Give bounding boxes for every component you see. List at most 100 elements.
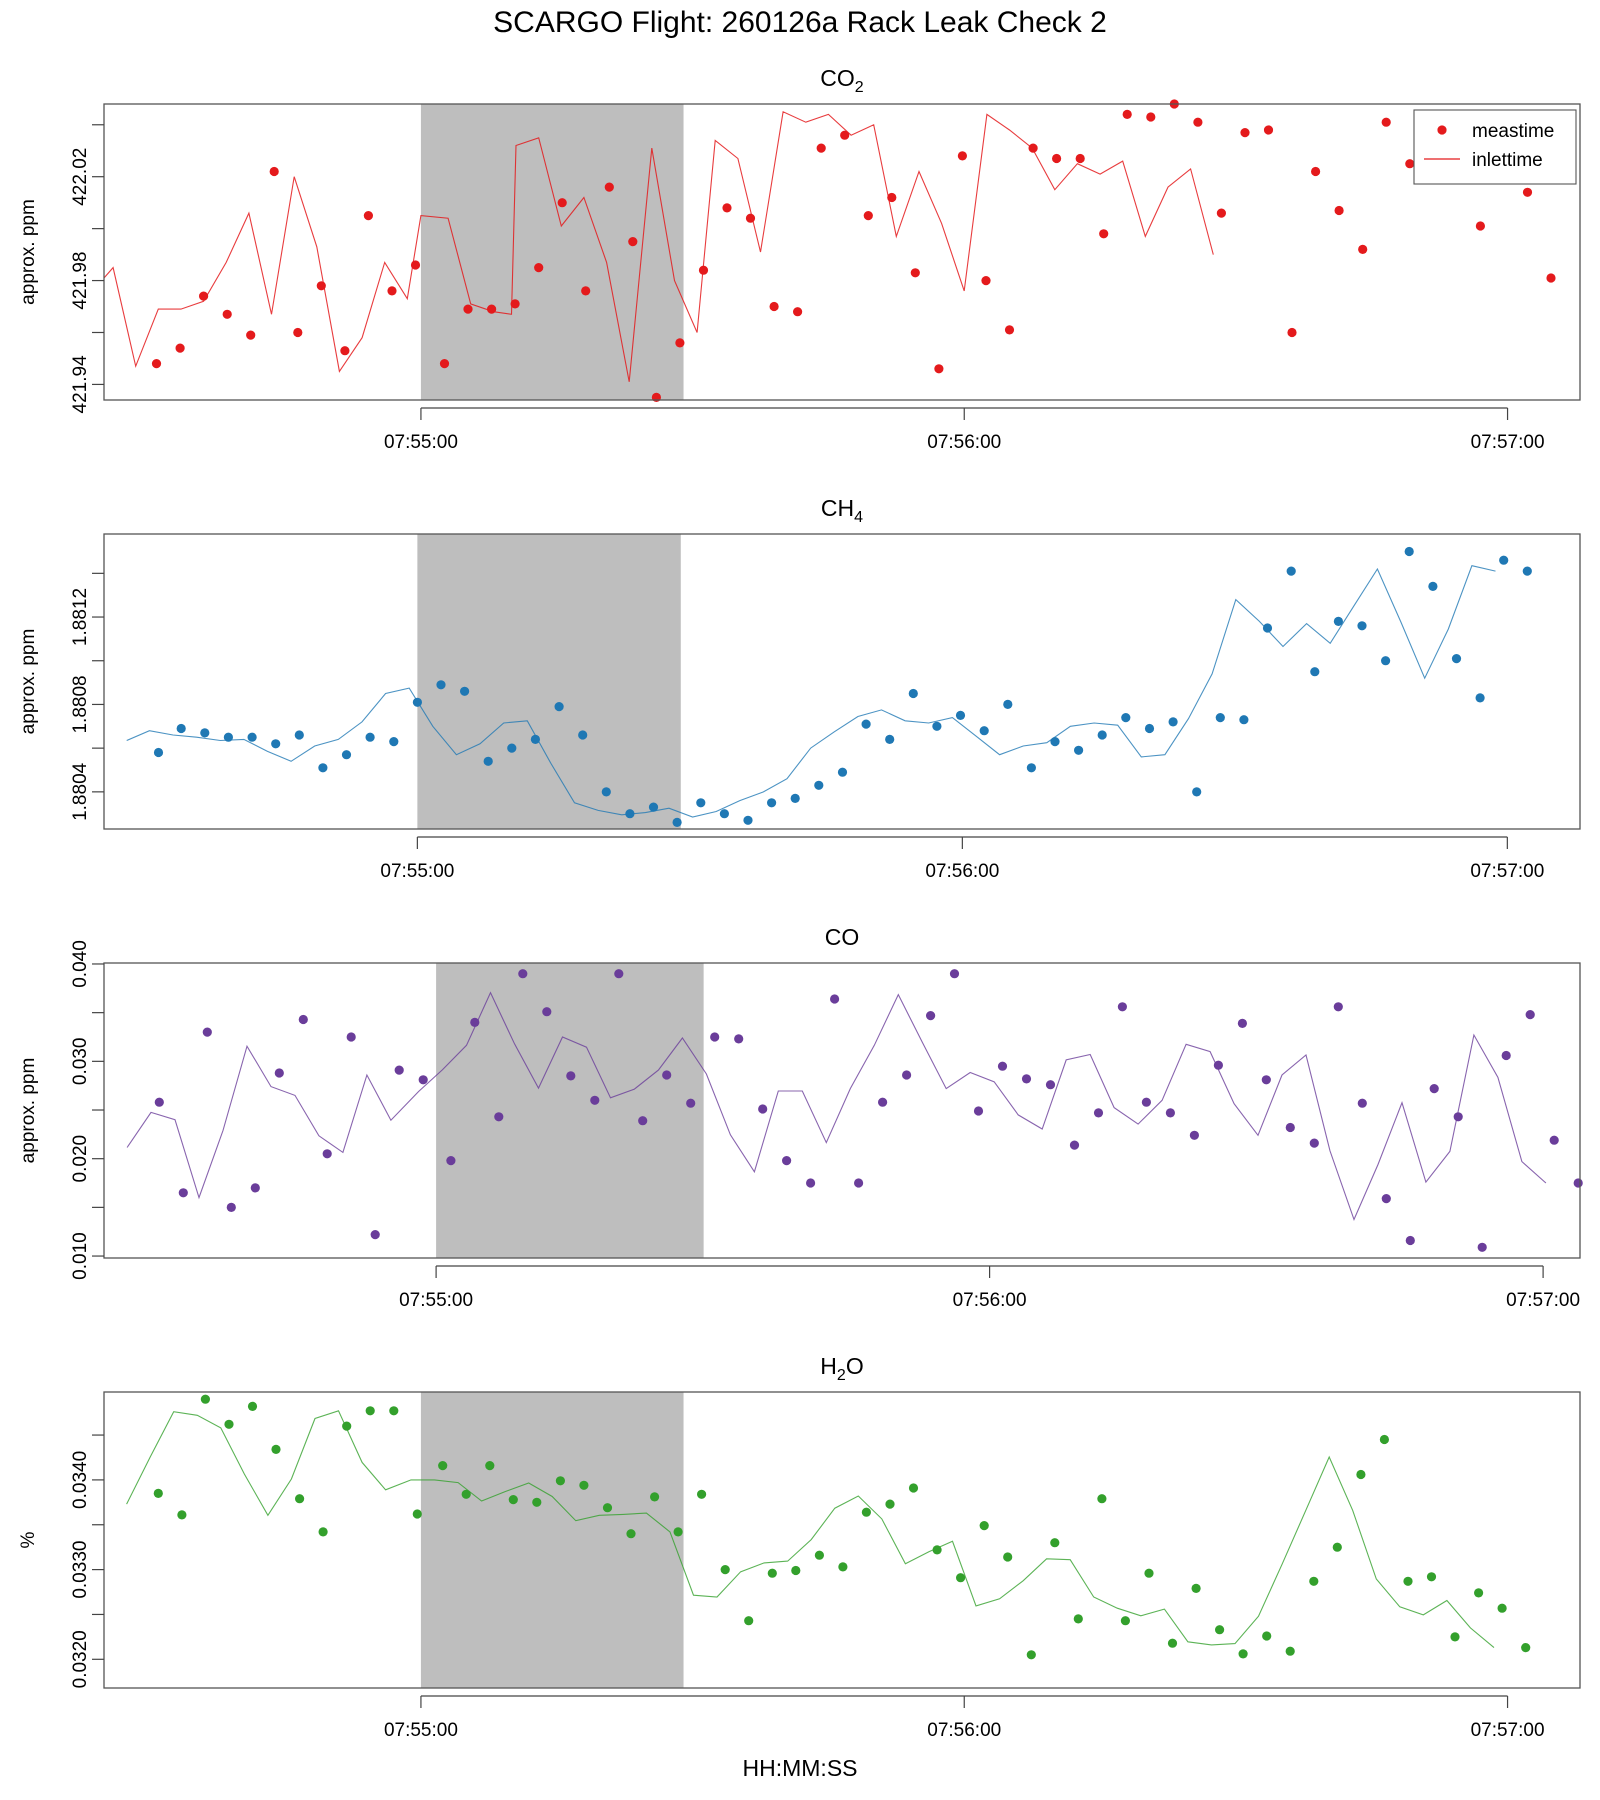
meastime-point	[1097, 1494, 1107, 1504]
plot-frame	[103, 962, 1581, 1259]
meastime-point	[177, 1510, 187, 1520]
meastime-point	[1426, 1572, 1437, 1582]
meastime-point	[1237, 1018, 1247, 1028]
x-tick-label: 07:55:00	[380, 861, 454, 882]
meastime-point	[816, 143, 826, 153]
meastime-point	[532, 1497, 542, 1507]
meastime-point	[151, 359, 162, 369]
meastime-point	[590, 1095, 600, 1105]
meastime-point	[1121, 713, 1131, 723]
meastime-point	[790, 793, 800, 804]
meastime-point	[1522, 566, 1532, 576]
meastime-point	[202, 1027, 212, 1037]
y-tick-label: 0.020	[70, 1135, 91, 1183]
meastime-point	[1453, 1112, 1463, 1122]
legend-meas-marker	[1437, 125, 1447, 135]
y-tick-label: 0.0340	[70, 1451, 91, 1509]
meastime-point	[932, 721, 942, 731]
meastime-point	[1450, 1632, 1460, 1642]
meastime-point	[222, 309, 232, 319]
y-tick-label: 0.010	[70, 1232, 91, 1280]
meastime-point	[370, 1230, 380, 1240]
meastime-point	[1045, 1080, 1056, 1090]
legend-meas-label: meastime	[1472, 121, 1554, 142]
meastime-point	[878, 1097, 888, 1107]
panel-title-subscript: 4	[854, 509, 863, 526]
x-tick-label: 07:57:00	[1470, 861, 1544, 882]
meastime-point	[1117, 1002, 1127, 1012]
legend: meastime inlettime	[1413, 109, 1577, 185]
meastime-point	[153, 1488, 163, 1498]
x-tick-label: 07:57:00	[1471, 1720, 1545, 1741]
panel-title: CO	[825, 924, 860, 950]
meastime-point	[178, 1188, 188, 1198]
meastime-point	[662, 1070, 672, 1080]
meastime-point	[885, 734, 895, 745]
meastime-point	[1358, 244, 1368, 254]
meastime-point	[438, 1461, 448, 1471]
meastime-point	[1120, 1616, 1130, 1626]
meastime-point	[487, 304, 497, 314]
meastime-point	[719, 809, 730, 819]
meastime-point	[1521, 1643, 1531, 1653]
meastime-point	[224, 1419, 234, 1429]
x-tick-label: 07:56:00	[927, 432, 1001, 453]
meastime-point	[673, 1527, 683, 1537]
meastime-point	[1499, 555, 1509, 565]
meastime-point	[743, 815, 753, 825]
meastime-point	[1144, 723, 1155, 734]
x-tick-label: 07:55:00	[384, 1720, 458, 1741]
meastime-point	[1122, 109, 1132, 119]
y-tick-label: 0.0330	[70, 1541, 91, 1599]
meastime-point	[1191, 1583, 1201, 1593]
meastime-point	[979, 726, 989, 736]
meastime-point	[1075, 153, 1085, 164]
meastime-point	[418, 1075, 428, 1085]
meastime-point	[1287, 327, 1297, 338]
meastime-point	[153, 747, 164, 758]
meastime-point	[1405, 159, 1415, 169]
meastime-point	[298, 1014, 308, 1025]
meastime-point	[579, 1480, 589, 1490]
meastime-point	[1286, 566, 1296, 576]
meastime-point	[1497, 1603, 1507, 1613]
meastime-point	[542, 1007, 552, 1017]
meastime-point	[758, 1104, 768, 1114]
y-tick-label: 0.030	[70, 1038, 91, 1086]
shaded-interval	[436, 963, 704, 1258]
meastime-point	[720, 1565, 730, 1575]
meastime-point	[782, 1156, 792, 1166]
meastime-point	[510, 299, 520, 309]
meastime-point	[1168, 717, 1178, 727]
meastime-point	[436, 680, 446, 690]
meastime-point	[1028, 143, 1038, 153]
meastime-point	[1379, 1434, 1389, 1445]
panel-3: CO 0.010 0.020 0.030 0.040 approx. ppm 07:55:0…	[18, 924, 1583, 1311]
meastime-point	[250, 1183, 260, 1193]
meastime-point	[226, 1202, 236, 1212]
meastime-point	[686, 1098, 696, 1108]
x-tick-label: 07:56:00	[925, 861, 999, 882]
y-tick-label: 0.0320	[70, 1630, 91, 1688]
meastime-point	[1309, 1138, 1319, 1148]
meastime-point	[483, 756, 493, 766]
meastime-point	[274, 1068, 284, 1078]
meastime-point	[1428, 581, 1438, 592]
meastime-point	[1262, 1631, 1272, 1641]
meastime-point	[602, 1503, 613, 1513]
meastime-point	[1311, 166, 1321, 177]
meastime-point	[1021, 1074, 1032, 1084]
meastime-point	[534, 263, 544, 273]
meastime-point	[1549, 1135, 1559, 1145]
meastime-point	[200, 728, 210, 738]
meastime-point	[200, 1394, 210, 1404]
y-tick-label: 0.040	[70, 940, 91, 988]
meastime-point	[997, 1061, 1008, 1071]
meastime-point	[316, 281, 326, 291]
meastime-point	[814, 780, 824, 790]
meastime-point	[446, 1156, 456, 1166]
meastime-point	[463, 304, 473, 314]
meastime-point	[1144, 1568, 1154, 1578]
meastime-point	[1146, 112, 1156, 122]
